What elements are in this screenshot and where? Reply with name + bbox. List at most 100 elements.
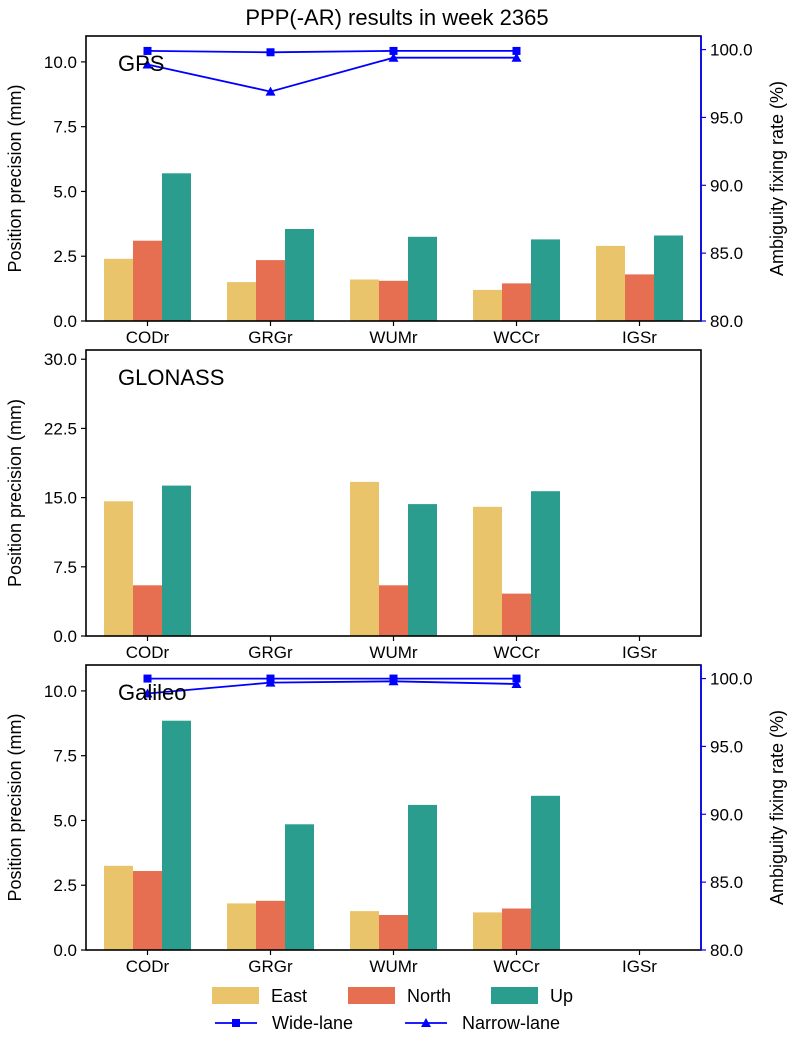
legend-label-east: East: [271, 986, 307, 1006]
bar-up-wccr: [531, 491, 560, 636]
y2-tick-label: 80.0: [710, 941, 743, 960]
x-tick-label: WUMr: [369, 957, 417, 976]
legend-label-up: Up: [550, 986, 573, 1006]
x-tick-label: GRGr: [248, 957, 293, 976]
line-wide-lane: [147, 50, 517, 54]
marker-narrow-lane: [142, 59, 153, 69]
y-tick-label: 2.5: [53, 247, 77, 266]
chart-title: PPP(-AR) results in week 2365: [245, 5, 548, 30]
legend-swatch-east: [212, 987, 259, 1004]
bar-up-wumr: [408, 504, 437, 636]
x-tick-label: WCCr: [493, 643, 540, 662]
marker-narrow-lane: [388, 52, 399, 62]
y-tick-label: 7.5: [53, 558, 77, 577]
x-tick-label: CODr: [126, 328, 170, 347]
y2-tick-label: 85.0: [710, 873, 743, 892]
x-tick-label: WCCr: [493, 328, 540, 347]
bar-north-wccr: [502, 283, 531, 321]
marker-narrow-lane: [142, 688, 153, 698]
marker-narrow-lane: [265, 86, 276, 96]
panel-title: GLONASS: [118, 365, 224, 390]
legend-marker-square: [232, 1019, 240, 1027]
y2-axis-label: Ambiguity fixing rate (%): [767, 81, 787, 276]
marker-wide-lane: [143, 674, 152, 683]
bar-north-igsr: [625, 274, 654, 321]
x-tick-label: WCCr: [493, 957, 540, 976]
chart-panels: 0.0 2.5 5.0 7.5 10.0 CODr GRGr WUMr WCCr IGSr Posi…: [5, 35, 787, 976]
marker-narrow-lane: [265, 677, 276, 687]
y2-tick-label: 95.0: [710, 108, 743, 127]
bar-north-grgr: [256, 900, 285, 950]
bar-up-wumr: [408, 804, 437, 950]
y-tick-label: 5.0: [53, 182, 77, 201]
bar-north-wumr: [379, 915, 408, 950]
marker-wide-lane: [512, 46, 521, 55]
y2-tick-label: 100.0: [710, 41, 753, 60]
legend-swatch-north: [348, 987, 395, 1004]
y-tick-label: 5.0: [53, 811, 77, 830]
bar-east-wccr: [473, 506, 502, 636]
bar-north-wumr: [379, 585, 408, 636]
bar-east-wumr: [350, 279, 379, 321]
panel-title: GPS: [118, 51, 164, 76]
panel-galileo: 0.0 2.5 5.0 7.5 10.0 CODr GRGr WUMr WCCr IGSr Posi…: [5, 664, 787, 976]
x-tick-label: IGSr: [622, 643, 657, 662]
legend-label-narrow-lane: Narrow-lane: [462, 1013, 560, 1033]
y2-axis-label: Ambiguity fixing rate (%): [767, 710, 787, 905]
legend-label-wide-lane: Wide-lane: [272, 1013, 353, 1033]
bar-east-grgr: [227, 903, 256, 950]
bar-north-codr: [133, 871, 162, 950]
bar-north-wumr: [379, 280, 408, 321]
legend-marker-triangle: [421, 1018, 431, 1027]
bar-east-codr: [104, 865, 133, 950]
y-tick-label: 7.5: [53, 747, 77, 766]
bar-up-codr: [162, 173, 191, 321]
y-tick-label: 7.5: [53, 118, 77, 137]
bar-north-grgr: [256, 260, 285, 321]
x-tick-label: GRGr: [248, 643, 293, 662]
x-tick-label: IGSr: [622, 957, 657, 976]
panel-glonass: 0.0 7.5 15.0 22.5 30.0 CODr GRGr WUMr WCCr IGSr Po…: [5, 349, 702, 662]
y2-tick-label: 95.0: [710, 737, 743, 756]
legend-label-north: North: [407, 986, 451, 1006]
y-tick-label: 0.0: [53, 627, 77, 646]
y-tick-label: 30.0: [44, 350, 77, 369]
bar-east-codr: [104, 258, 133, 321]
line-narrow-lane: [147, 680, 517, 695]
bar-north-wccr: [502, 908, 531, 950]
bar-up-grgr: [285, 229, 314, 321]
y2-tick-label: 90.0: [710, 176, 743, 195]
y-tick-label: 0.0: [53, 312, 77, 331]
marker-wide-lane: [512, 674, 521, 683]
bar-up-wumr: [408, 236, 437, 321]
bar-east-codr: [104, 501, 133, 636]
bar-east-wumr: [350, 911, 379, 950]
y-axis-label: Position precision (mm): [5, 713, 25, 901]
bar-up-codr: [162, 720, 191, 950]
panel-title: Galileo: [118, 680, 186, 705]
bar-up-wccr: [531, 795, 560, 950]
y-tick-label: 0.0: [53, 941, 77, 960]
marker-wide-lane: [143, 46, 152, 55]
panel-gps: 0.0 2.5 5.0 7.5 10.0 CODr GRGr WUMr WCCr IGSr Posi…: [5, 35, 787, 347]
bar-up-codr: [162, 485, 191, 636]
y-tick-label: 2.5: [53, 876, 77, 895]
x-tick-label: CODr: [126, 957, 170, 976]
x-tick-label: WUMr: [369, 643, 417, 662]
x-tick-label: CODr: [126, 643, 170, 662]
y-axis-label: Position precision (mm): [5, 399, 25, 587]
y-tick-label: 15.0: [44, 489, 77, 508]
bar-up-wccr: [531, 239, 560, 321]
legend-swatch-up: [491, 987, 538, 1004]
marker-narrow-lane: [511, 52, 522, 62]
marker-wide-lane: [389, 46, 398, 55]
y2-tick-label: 100.0: [710, 670, 753, 689]
bar-east-grgr: [227, 282, 256, 321]
bar-east-wccr: [473, 289, 502, 321]
bar-up-grgr: [285, 824, 314, 950]
bar-north-wccr: [502, 593, 531, 636]
bar-north-codr: [133, 240, 162, 321]
y-axis-label: Position precision (mm): [5, 84, 25, 272]
bar-up-igsr: [654, 235, 683, 321]
